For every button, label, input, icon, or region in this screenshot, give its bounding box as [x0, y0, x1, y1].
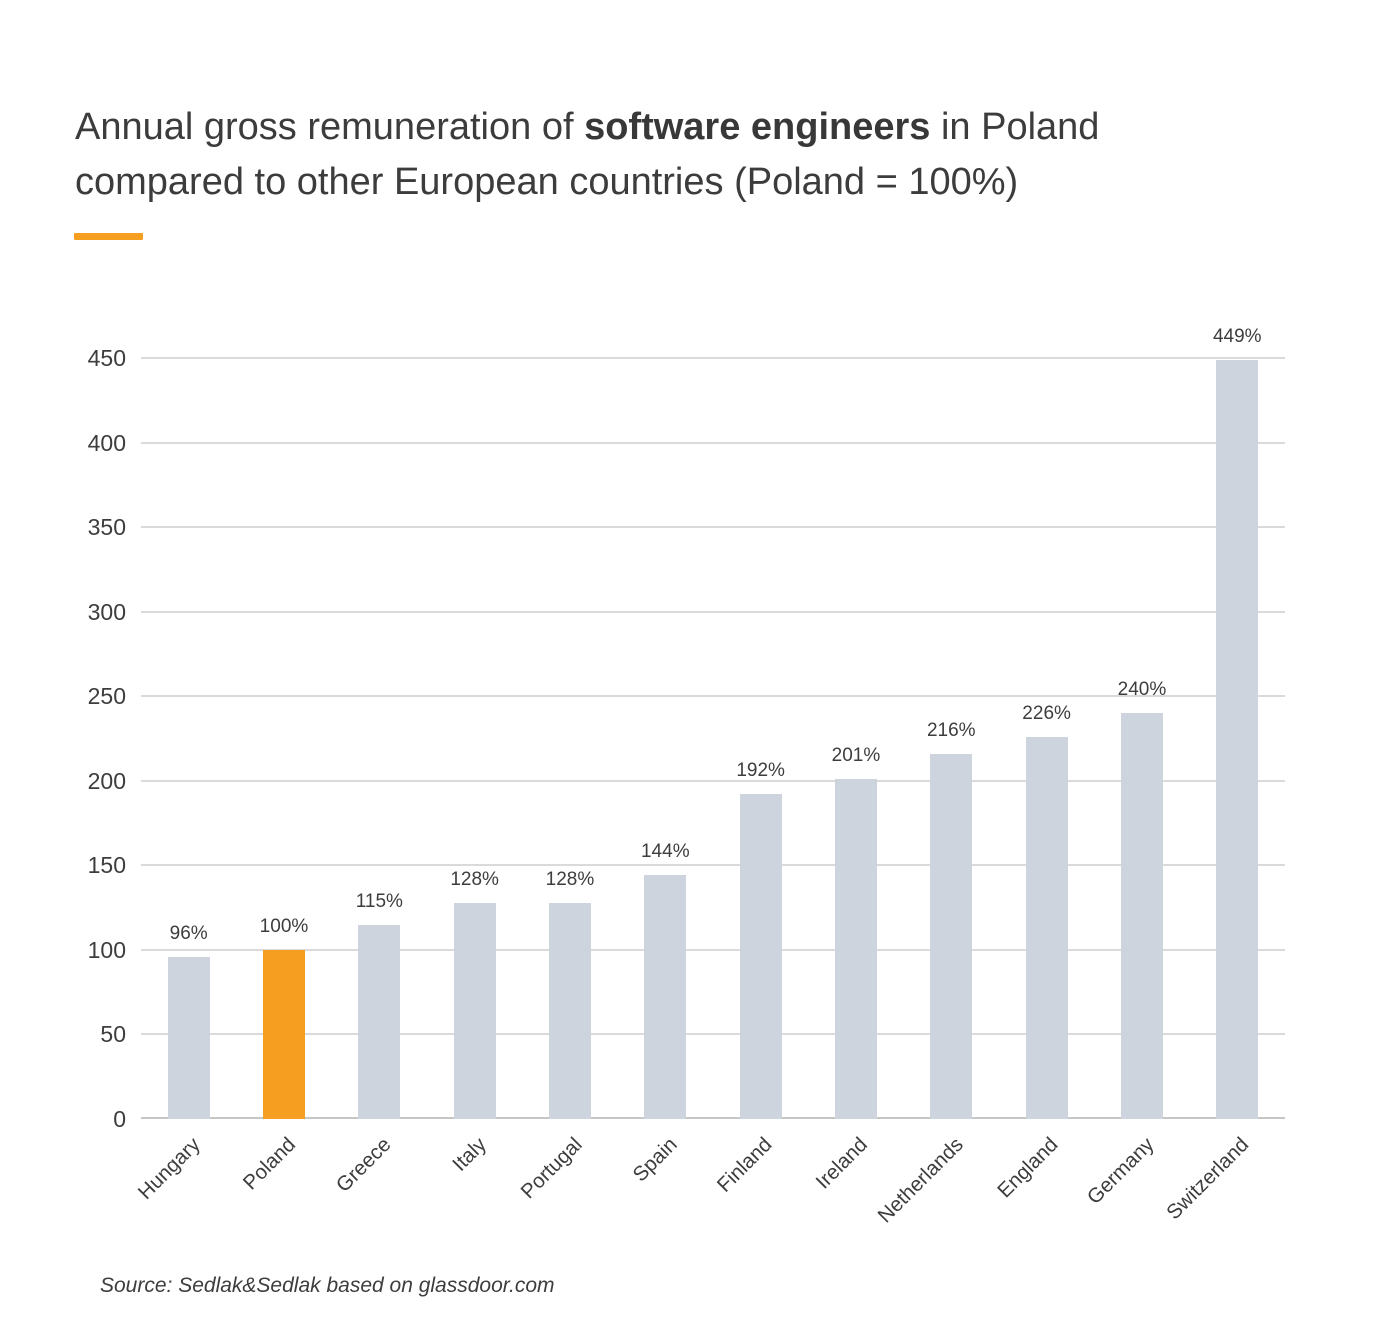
bar-portugal [548, 902, 591, 1119]
gridline-50 [141, 1033, 1285, 1036]
bar-slot-hungary: 96% Hungary [134, 358, 236, 1204]
bar-slot-spain: 144% Spain [618, 358, 713, 1186]
bar-hungary [167, 956, 210, 1119]
bar-slot-ireland: 201% Ireland [808, 358, 903, 1193]
y-tick-label-450: 450 [87, 345, 126, 371]
chart-title-text-1: Annual gross remuneration of [75, 106, 585, 148]
y-tick-label-400: 400 [87, 429, 126, 456]
bar-england [1025, 736, 1068, 1119]
y-tick-label-300: 300 [87, 598, 126, 625]
y-axis: 0 50 100 150 200 250 300 350 400 450 [58, 345, 126, 1132]
bar-slot-switzerland: 449% Switzerland [1162, 326, 1285, 1224]
chart-title-text-2: in Poland [930, 106, 1100, 148]
x-axis-label-italy: Italy [448, 1133, 491, 1176]
gridline-400 [141, 441, 1285, 444]
chart-title-line2: compared to other European countries (Po… [75, 161, 1019, 203]
chart-title: Annual gross remuneration of software en… [75, 100, 1355, 210]
y-tick-label-200: 200 [87, 767, 126, 794]
bar-italy [453, 902, 496, 1119]
bar-value-label-ireland: 201% [831, 745, 881, 767]
x-axis-label-portugal: Portugal [515, 1133, 587, 1204]
x-axis-label-spain: Spain [628, 1133, 682, 1187]
y-tick-label-150: 150 [87, 852, 126, 879]
y-tick-label-50: 50 [100, 1021, 126, 1048]
chart-title-bold: software engineers [584, 106, 931, 148]
bar-greece [358, 924, 401, 1119]
gridline-350 [141, 526, 1285, 529]
x-axis-label-greece: Greece [331, 1133, 396, 1197]
bar-value-label-greece: 115% [355, 890, 403, 912]
bar-value-label-netherlands: 216% [926, 719, 976, 741]
gridline-100 [141, 948, 1285, 951]
x-axis-label-hungary: Hungary [133, 1133, 205, 1205]
bar-slot-poland: 100% Poland [236, 358, 331, 1195]
bar-value-label-england: 226% [1022, 702, 1071, 724]
bars-row: 96% Hungary 100% Poland 115% Greece 128% Italy 1… [134, 326, 1285, 1228]
x-axis-label-ireland: Ireland [811, 1133, 873, 1194]
bar-value-label-italy: 128% [450, 868, 499, 890]
bar-value-label-hungary: 96% [169, 922, 208, 944]
bar-value-label-germany: 240% [1117, 679, 1167, 701]
gridline-200 [141, 779, 1285, 782]
plot-area: 96% Hungary 100% Poland 115% Greece 128% Italy 1… [134, 326, 1285, 1228]
x-axis-baseline [141, 1117, 1285, 1119]
bar-slot-germany: 240% Germany [1082, 358, 1189, 1209]
bar-value-label-finland: 192% [736, 760, 785, 782]
gridline-450 [141, 357, 1285, 359]
x-axis-label-switzerland: Switzerland [1162, 1133, 1254, 1225]
bar-value-label-spain: 144% [640, 841, 690, 863]
bar-spain [644, 875, 687, 1119]
y-tick-label-250: 250 [87, 683, 126, 710]
bar-ireland [834, 779, 877, 1119]
gridline-250 [141, 695, 1285, 698]
x-axis-label-germany: Germany [1082, 1133, 1159, 1209]
x-axis-label-netherlands: Netherlands [873, 1133, 968, 1228]
bar-slot-england: 226% England [993, 358, 1094, 1203]
bar-value-label-portugal: 128% [545, 868, 595, 890]
source-note: Source: Sedlak&Sedlak based on glassdoor… [100, 1274, 555, 1297]
bar-value-label-poland: 100% [259, 915, 309, 937]
x-axis-label-england: England [993, 1133, 1063, 1203]
gridline-300 [141, 610, 1285, 613]
bar-switzerland [1216, 359, 1259, 1119]
gridline-150 [141, 864, 1285, 867]
bar-slot-finland: 192% Finland [713, 358, 808, 1197]
y-tick-label-0: 0 [113, 1106, 126, 1132]
y-tick-label-100: 100 [87, 936, 126, 963]
bar-netherlands [930, 753, 973, 1119]
y-tick-label-350: 350 [87, 514, 126, 541]
x-axis-label-finland: Finland [713, 1133, 777, 1197]
bar-poland [262, 949, 305, 1119]
bar-value-label-switzerland: 449% [1212, 325, 1262, 347]
bar-germany [1120, 713, 1163, 1119]
bar-slot-italy: 128% Italy [427, 358, 522, 1176]
bar-slot-portugal: 128% Portugal [516, 358, 617, 1204]
bar-finland [739, 794, 782, 1119]
title-accent-dash [74, 233, 143, 240]
bar-slot-netherlands: 216% Netherlands [873, 358, 999, 1228]
bar-slot-greece: 115% Greece [332, 358, 427, 1197]
x-axis-label-poland: Poland [238, 1133, 301, 1195]
